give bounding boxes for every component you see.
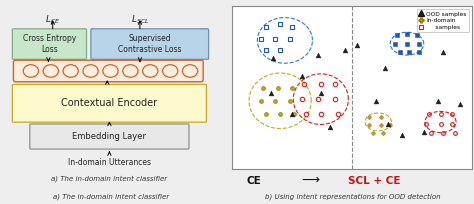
Text: $L_{SCL}$: $L_{SCL}$ [131, 13, 149, 26]
FancyBboxPatch shape [13, 60, 203, 82]
Text: b) Using intent representations for OOD detection: b) Using intent representations for OOD … [265, 193, 441, 200]
FancyBboxPatch shape [91, 29, 209, 59]
FancyBboxPatch shape [12, 29, 86, 59]
Text: a) The in-domain intent classifier: a) The in-domain intent classifier [54, 193, 169, 200]
Text: Cross Entropy
Loss: Cross Entropy Loss [23, 34, 76, 54]
Text: SCL + CE: SCL + CE [348, 175, 401, 186]
Text: $L_{CE}$: $L_{CE}$ [45, 13, 60, 26]
Legend: OOD samples, In-domain,      samples: OOD samples, In-domain, samples [417, 9, 469, 32]
Text: CE: CE [246, 175, 261, 186]
Text: Contextual Encoder: Contextual Encoder [61, 98, 157, 108]
FancyBboxPatch shape [12, 84, 207, 122]
Text: Supervised
Contrastive Loss: Supervised Contrastive Loss [118, 34, 182, 54]
Text: a) The in-domain intent classifier: a) The in-domain intent classifier [51, 176, 167, 182]
Text: ⟶: ⟶ [301, 174, 319, 187]
FancyBboxPatch shape [30, 124, 189, 149]
Text: Embedding Layer: Embedding Layer [73, 132, 146, 141]
Text: In-domain Utterances: In-domain Utterances [68, 158, 151, 167]
